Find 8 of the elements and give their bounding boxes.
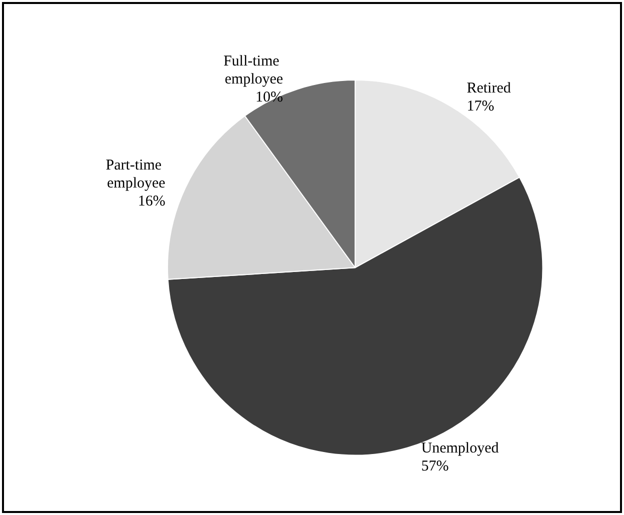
slice-label: Retired (466, 80, 512, 97)
data-label: 10% (256, 90, 284, 106)
slice-label: Unemployed (421, 440, 500, 456)
data-label: 17% (466, 98, 494, 115)
data-label: 16% (138, 194, 166, 210)
slice-label: Part-time employee (106, 158, 166, 192)
slice-label: Full-time employee (223, 54, 284, 88)
data-label: 57% (421, 458, 449, 474)
